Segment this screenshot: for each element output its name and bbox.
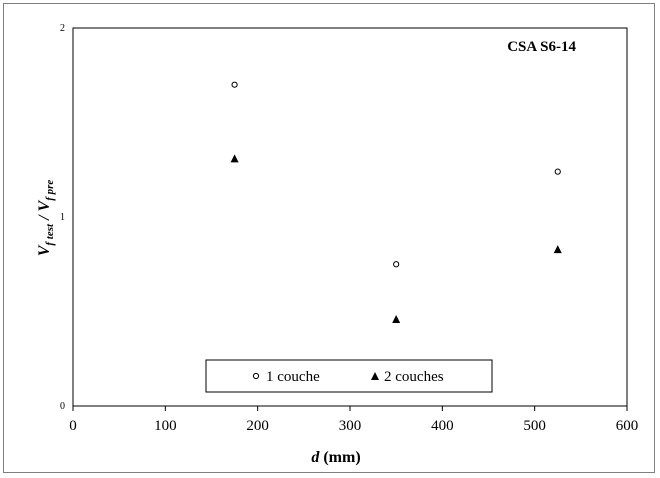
data-points [230,81,562,324]
legend: 1 couche 2 couches [205,359,493,393]
legend-label-1-couche: 1 couche [266,369,320,385]
legend-box [205,359,493,393]
chart-title: CSA S6-14 [507,39,576,55]
y-axis-var-1: V [36,244,53,256]
y-axis-sep: / [36,211,53,223]
y-axis-ticks: 0 1 2 [60,23,65,412]
x-tick-label: 100 [154,418,177,434]
legend-marker-2-couches [371,372,379,380]
legend-marker-1-couche [252,372,260,380]
y-axis-sub-2: f pre [44,180,56,201]
legend-label-2-couches: 2 couches [384,369,444,385]
x-tick-label: 300 [339,418,362,434]
y-tick-label: 0 [60,401,65,412]
x-axis-ticks: 0 100 200 300 400 500 600 [69,406,638,434]
point-2-couches [230,154,239,163]
plot-border [72,27,628,407]
y-axis-title: Vf test / Vf pre [36,180,56,257]
point-2-couches [392,315,401,324]
y-tick-label: 1 [60,212,65,223]
y-axis-var-2: V [36,199,53,211]
x-tick-label: 600 [616,418,639,434]
x-tick-label: 200 [246,418,269,434]
y-tick-label: 2 [60,23,65,34]
point-1-couche [231,81,238,88]
plot-area [72,27,628,407]
point-1-couche [393,261,400,268]
x-axis-unit: (mm) [319,449,360,466]
x-tick-label: 0 [69,418,77,434]
point-1-couche [554,168,561,175]
chart-frame [3,3,655,473]
x-axis-variable: d [311,449,320,466]
x-axis-title: d (mm) [311,449,360,466]
point-2-couches [553,245,562,254]
x-tick-label: 500 [523,418,546,434]
y-axis-sub-1: f test [44,223,56,246]
x-tick-label: 400 [431,418,454,434]
